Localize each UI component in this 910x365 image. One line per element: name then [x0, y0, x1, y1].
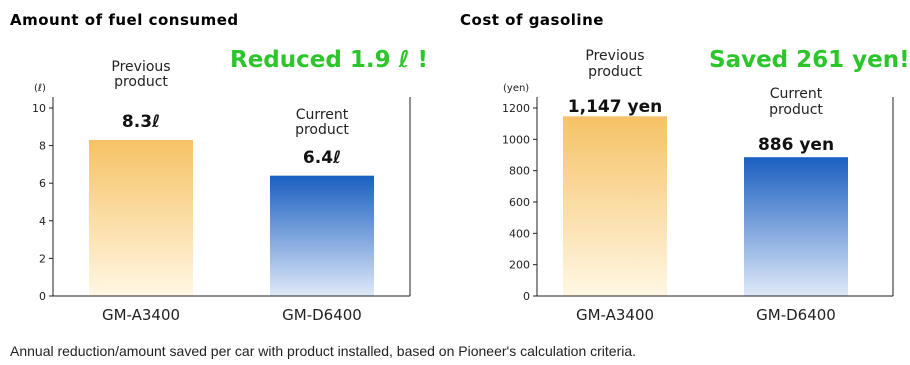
chart-title: Cost of gasoline: [460, 11, 604, 29]
y-tick-label: 4: [39, 215, 46, 228]
product-label: Previous: [585, 48, 644, 64]
data-label: 8.3ℓ: [122, 112, 160, 132]
bar-current-product: [744, 157, 848, 296]
data-label: 6.4ℓ: [303, 148, 341, 168]
product-label: product: [588, 64, 642, 80]
x-category-label: GM-D6400: [756, 306, 836, 324]
y-tick-label: 0: [523, 290, 530, 303]
y-tick-label: 400: [509, 227, 530, 240]
y-tick-label: 1000: [502, 133, 530, 146]
y-tick-label: 1200: [502, 102, 530, 115]
y-axis-unit: (yen): [503, 83, 529, 94]
y-tick-label: 6: [39, 177, 46, 190]
x-category-label: GM-A3400: [102, 306, 180, 324]
bar-current-product: [270, 175, 374, 296]
y-tick-label: 8: [39, 140, 46, 153]
footnote: Annual reduction/amount saved per car wi…: [10, 343, 636, 359]
y-tick-label: 0: [39, 290, 46, 303]
fuel-chart: Amount of fuel consumed (ℓ) Reduced 1.9 …: [10, 11, 428, 324]
bar-previous-product: [89, 139, 193, 296]
product-label: product: [769, 102, 823, 118]
y-axis-unit: (ℓ): [34, 83, 46, 94]
y-tick-label: 600: [509, 196, 530, 209]
data-label: 1,147 yen: [568, 97, 662, 117]
product-label: Current: [296, 107, 349, 123]
x-category-label: GM-D6400: [282, 306, 362, 324]
product-label: product: [295, 122, 349, 138]
y-tick-label: 800: [509, 165, 530, 178]
product-label: product: [114, 74, 168, 90]
chart-title: Amount of fuel consumed: [10, 11, 239, 29]
x-category-label: GM-A3400: [576, 306, 654, 324]
y-tick-label: 10: [32, 102, 46, 115]
product-label: Previous: [111, 59, 170, 75]
savings-highlight: Saved 261 yen!: [709, 47, 910, 73]
y-tick-label: 2: [39, 252, 46, 265]
gasoline-cost-chart: Cost of gasoline (yen) Saved 261 yen! 0 2…: [460, 11, 910, 324]
product-label: Current: [770, 86, 823, 102]
bar-previous-product: [563, 116, 667, 296]
reduction-highlight: Reduced 1.9 ℓ !: [230, 47, 428, 73]
data-label: 886 yen: [758, 135, 834, 155]
y-tick-label: 200: [509, 259, 530, 272]
